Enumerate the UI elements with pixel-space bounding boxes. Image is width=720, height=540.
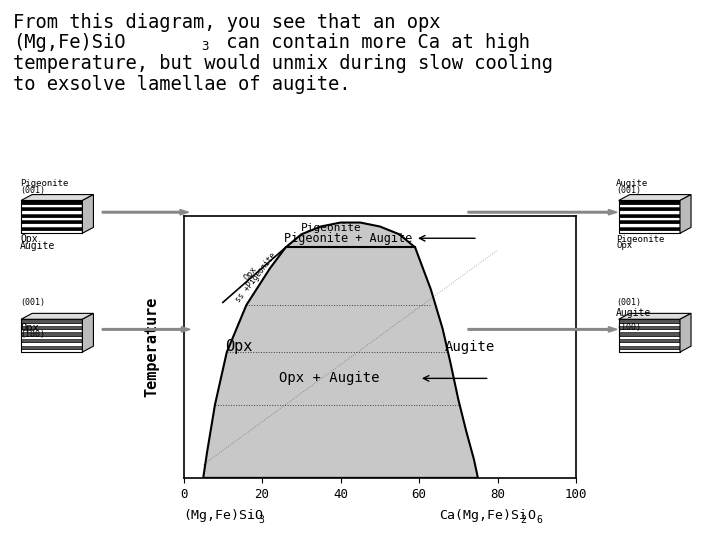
Text: Augite: Augite [445, 340, 495, 354]
Bar [21, 224, 82, 227]
Bar [618, 210, 680, 214]
Text: Opx: Opx [20, 323, 39, 333]
Text: (001): (001) [616, 186, 642, 194]
Text: Augite: Augite [616, 308, 652, 318]
Polygon shape [82, 313, 94, 352]
Polygon shape [618, 194, 691, 200]
Polygon shape [680, 313, 691, 352]
Bar [21, 342, 82, 346]
Text: Opx: Opx [616, 241, 632, 250]
Polygon shape [680, 194, 691, 233]
Text: 3: 3 [258, 515, 264, 525]
Bar [618, 329, 680, 333]
Text: Opx + Augite: Opx + Augite [279, 372, 379, 386]
Polygon shape [21, 194, 94, 200]
Text: Pigeonite: Pigeonite [20, 179, 68, 188]
Text: (001): (001) [616, 298, 642, 307]
Bar [618, 322, 680, 326]
Bar [618, 319, 680, 322]
Bar [618, 200, 680, 204]
Text: Pigeonite + Augite: Pigeonite + Augite [284, 232, 413, 245]
Bar [21, 207, 82, 210]
Text: (001): (001) [20, 186, 45, 194]
Bar [21, 319, 82, 352]
Bar [21, 339, 82, 342]
Text: Pigeonite: Pigeonite [616, 235, 665, 244]
Bar [21, 319, 82, 322]
Text: Pigeonite: Pigeonite [301, 223, 362, 233]
Bar [618, 349, 680, 352]
Text: Opx: Opx [242, 265, 258, 282]
Bar [618, 204, 680, 207]
Bar [21, 349, 82, 352]
Bar [618, 227, 680, 230]
Text: (100): (100) [616, 323, 642, 332]
Bar [618, 217, 680, 220]
Bar [21, 346, 82, 349]
Bar [21, 230, 82, 233]
Text: ss +Pigeonite: ss +Pigeonite [234, 251, 278, 304]
Bar [618, 207, 680, 210]
Bar [618, 346, 680, 349]
Text: Temperature: Temperature [145, 297, 160, 397]
Text: (Mg,Fe)SiO: (Mg,Fe)SiO [184, 509, 264, 522]
Text: (Mg,Fe)SiO: (Mg,Fe)SiO [13, 33, 125, 52]
Bar [618, 230, 680, 233]
Text: O: O [527, 509, 535, 522]
Text: (001): (001) [20, 298, 45, 307]
Bar [618, 342, 680, 346]
Bar [618, 224, 680, 227]
Bar [618, 200, 680, 233]
Bar [21, 220, 82, 224]
Text: 2: 2 [520, 515, 526, 525]
Text: 3: 3 [202, 40, 209, 53]
Bar [21, 336, 82, 339]
Bar [618, 339, 680, 342]
Bar [618, 319, 680, 352]
Bar [21, 204, 82, 207]
Polygon shape [21, 313, 94, 319]
Bar [618, 214, 680, 217]
Text: Ca(Mg,Fe)Si: Ca(Mg,Fe)Si [439, 509, 527, 522]
Text: to exsolve lamellae of augite.: to exsolve lamellae of augite. [13, 75, 351, 93]
Text: From this diagram, you see that an opx: From this diagram, you see that an opx [13, 14, 441, 32]
Polygon shape [618, 313, 691, 319]
Bar [21, 214, 82, 217]
Bar [21, 217, 82, 220]
Text: 6: 6 [536, 515, 542, 525]
Text: Opx: Opx [225, 340, 252, 354]
Bar [21, 227, 82, 230]
Text: Augite: Augite [20, 241, 55, 251]
Bar [618, 326, 680, 329]
Text: Opx: Opx [20, 234, 37, 244]
Bar [618, 336, 680, 339]
Bar [618, 220, 680, 224]
Bar [21, 333, 82, 336]
Bar [21, 200, 82, 204]
Text: temperature, but would unmix during slow cooling: temperature, but would unmix during slow… [13, 54, 553, 73]
Bar [21, 322, 82, 326]
Bar [618, 333, 680, 336]
Text: can contain more Ca at high: can contain more Ca at high [215, 33, 530, 52]
Text: Augite: Augite [616, 179, 649, 188]
Polygon shape [82, 194, 94, 233]
Text: (100): (100) [20, 330, 45, 339]
Bar [21, 329, 82, 333]
Polygon shape [203, 222, 478, 478]
Bar [21, 210, 82, 214]
Bar [21, 200, 82, 233]
Bar [21, 326, 82, 329]
